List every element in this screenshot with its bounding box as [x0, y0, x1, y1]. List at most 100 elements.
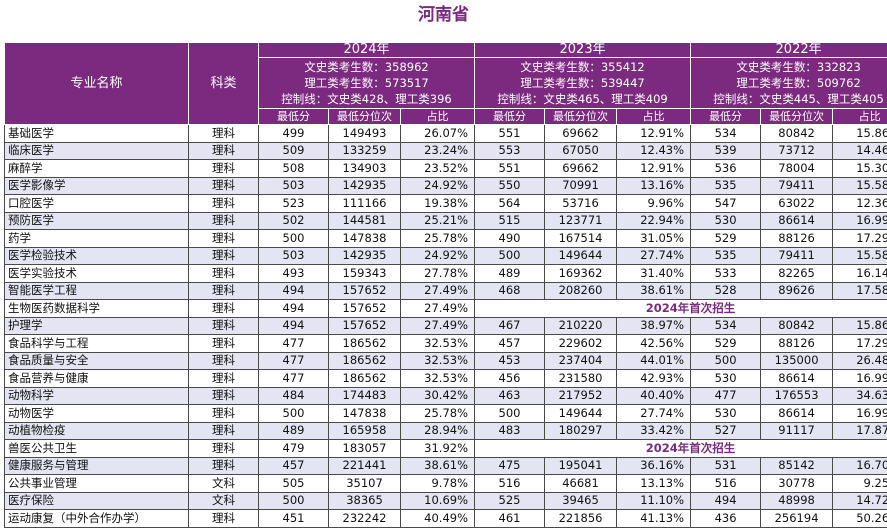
major-name-cell: 运动康复（中外合作办学）: [5, 510, 189, 528]
major-name-cell: 医学检验技术: [5, 247, 189, 265]
min-rank-cell: 221441: [329, 457, 401, 475]
min-rank-cell: 30778: [761, 475, 833, 493]
min-rank-cell: 144581: [329, 212, 401, 230]
first-enrollment-note: 2024年首次招生: [475, 300, 887, 318]
min-rank-cell: 73712: [761, 142, 833, 160]
min-rank-cell: 169362: [545, 265, 617, 283]
min-score-cell: 493: [259, 265, 329, 283]
min-rank-cell: 217952: [545, 387, 617, 405]
min-rank-cell: 85142: [761, 457, 833, 475]
min-score-cell: 489: [475, 265, 545, 283]
ratio-cell: 40.40%: [617, 387, 691, 405]
header-min-rank: 最低分位次: [761, 109, 833, 125]
ratio-cell: 14.72%: [833, 492, 887, 510]
ratio-cell: 27.49%: [401, 282, 475, 300]
major-name-cell: 智能医学工程: [5, 282, 189, 300]
min-score-cell: 535: [691, 247, 761, 265]
min-score-cell: 477: [259, 352, 329, 370]
ratio-cell: 15.30%: [833, 160, 887, 178]
ratio-cell: 30.42%: [401, 387, 475, 405]
min-rank-cell: 142935: [329, 177, 401, 195]
min-rank-cell: 149493: [329, 125, 401, 143]
min-score-cell: 535: [691, 177, 761, 195]
min-score-cell: 525: [475, 492, 545, 510]
min-score-cell: 509: [259, 142, 329, 160]
major-name-cell: 兽医公共卫生: [5, 440, 189, 458]
ratio-cell: 27.74%: [617, 405, 691, 423]
ratio-cell: 11.10%: [617, 492, 691, 510]
min-rank-cell: 186562: [329, 335, 401, 353]
first-enrollment-note: 2024年首次招生: [475, 440, 887, 458]
major-name-cell: 医学实验技术: [5, 265, 189, 283]
min-score-cell: 479: [259, 440, 329, 458]
min-rank-cell: 67050: [545, 142, 617, 160]
min-score-cell: 475: [475, 457, 545, 475]
min-rank-cell: 180297: [545, 422, 617, 440]
min-score-cell: 503: [259, 247, 329, 265]
min-score-cell: 453: [475, 352, 545, 370]
min-score-cell: 477: [259, 335, 329, 353]
major-name-cell: 麻醉学: [5, 160, 189, 178]
min-rank-cell: 82265: [761, 265, 833, 283]
min-score-cell: 457: [475, 335, 545, 353]
header-ratio: 占比: [833, 109, 887, 125]
header-info-2023: 文史类考生数：355412 理工类考生数：539447 控制线：文史类465、理…: [475, 58, 691, 109]
major-name-cell: 动物医学: [5, 405, 189, 423]
ratio-cell: 12.36%: [833, 195, 887, 213]
header-ratio: 占比: [401, 109, 475, 125]
min-score-cell: 484: [259, 387, 329, 405]
min-score-cell: 503: [259, 177, 329, 195]
ratio-cell: 42.93%: [617, 370, 691, 388]
subject-type-cell: 理科: [189, 142, 259, 160]
subject-type-cell: 理科: [189, 247, 259, 265]
major-name-cell: 医学影像学: [5, 177, 189, 195]
min-score-cell: 530: [691, 212, 761, 230]
min-rank-cell: 123771: [545, 212, 617, 230]
min-score-cell: 528: [691, 282, 761, 300]
major-name-cell: 护理学: [5, 317, 189, 335]
min-rank-cell: 157652: [329, 282, 401, 300]
major-name-cell: 预防医学: [5, 212, 189, 230]
min-score-cell: 534: [691, 317, 761, 335]
ratio-cell: 12.43%: [617, 142, 691, 160]
min-score-cell: 436: [691, 510, 761, 528]
min-score-cell: 468: [475, 282, 545, 300]
min-score-cell: 534: [691, 125, 761, 143]
min-score-cell: 461: [475, 510, 545, 528]
min-score-cell: 527: [691, 422, 761, 440]
ratio-cell: 22.94%: [617, 212, 691, 230]
page-title: 河南省: [0, 3, 887, 27]
min-score-cell: 564: [475, 195, 545, 213]
major-name-cell: 动植物检疫: [5, 422, 189, 440]
min-score-cell: 500: [259, 492, 329, 510]
ratio-cell: 23.24%: [401, 142, 475, 160]
min-score-cell: 531: [691, 457, 761, 475]
min-score-cell: 456: [475, 370, 545, 388]
science-candidates: 理工类考生数：509762: [691, 75, 887, 91]
arts-candidates: 文史类考生数：358962: [259, 59, 474, 75]
subject-type-cell: 理科: [189, 457, 259, 475]
min-score-cell: 530: [691, 370, 761, 388]
ratio-cell: 38.61%: [617, 282, 691, 300]
subject-type-cell: 理科: [189, 230, 259, 248]
major-name-cell: 食品营养与健康: [5, 370, 189, 388]
min-rank-cell: 111166: [329, 195, 401, 213]
min-rank-cell: 210220: [545, 317, 617, 335]
ratio-cell: 24.92%: [401, 177, 475, 195]
min-rank-cell: 46681: [545, 475, 617, 493]
major-name-cell: 食品质量与安全: [5, 352, 189, 370]
subject-type-cell: 文科: [189, 492, 259, 510]
ratio-cell: 27.49%: [401, 317, 475, 335]
